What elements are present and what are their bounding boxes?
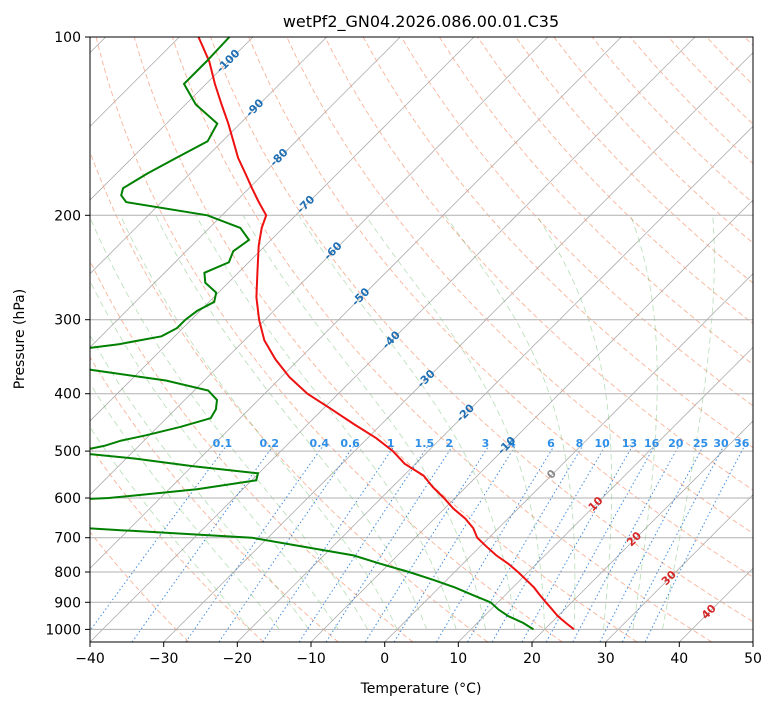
mixing-ratio-line [521,445,633,642]
x-tick-label: 10 [449,651,467,667]
temperature-profile-line [197,37,575,631]
x-axis: −40 −30 −20 −10 0 10 20 30 40 50 [75,642,762,667]
dry-adiabat-line [248,37,753,578]
dry-adiabat-line [90,356,339,642]
mixing-ratio-label: 25 [693,437,708,450]
background-labels: 0.1 0.2 0.4 0.6 1 1.5 2 3 4 6 8 10 13 16 20 25 30 36-100-… [213,47,750,622]
isotherm-line [384,273,753,642]
isobar-grid [90,37,753,630]
dry-adiabat-line [439,37,753,365]
moist-adiabat-line [242,215,486,630]
y-axis: 100 200 300 400 500 600 700 800 900 1000 [45,30,90,638]
isotherm-line [679,567,753,642]
mixing-ratio-line [644,445,746,642]
mixing-ratio-line [621,445,725,642]
dry-adiabat-line [324,37,753,491]
moist-adiabat-line [90,280,339,630]
isotherm-line [90,37,548,496]
mixing-ratio-label: 3 [482,437,490,450]
mixing-ratio-line [435,445,555,642]
mixing-ratio-label: 0.1 [213,437,233,450]
dry-adiabat-line [400,37,753,407]
mixing-ratio-line [262,445,395,642]
mixing-ratio-label: 36 [734,437,750,450]
y-tick-label: 100 [54,30,81,46]
dry-adiabat-line [515,37,753,284]
dewpoint-profile-line [90,37,535,631]
mixing-ratio-label: 2 [445,437,453,450]
dry-adiabat-line [210,37,753,623]
y-tick-label: 800 [54,565,81,581]
isotherm-line [163,52,753,642]
mixing-ratio-line [218,445,355,642]
background-lines [90,37,753,642]
isotherm-line [310,199,753,642]
dry-adiabat-line [90,445,264,642]
mixing-ratio-label: 6 [547,437,555,450]
mixing-ratio-label: 30 [713,437,729,450]
mixing-ratio-label: 13 [622,437,637,450]
y-tick-label: 1000 [45,622,81,638]
x-tick-label: 30 [597,651,615,667]
mixing-ratio-label: 0.4 [310,437,330,450]
mixing-ratio-line [545,445,656,642]
chart-title: wetPf2_GN04.2026.086.00.01.C35 [283,12,559,32]
isotherm-line [90,37,401,348]
isotherm-line [90,37,622,569]
y-tick-label: 200 [54,208,81,224]
x-tick-label: −10 [296,651,326,667]
mixing-ratio-line [131,445,274,642]
isotherm-line [458,346,753,642]
dry-adiabat-line [90,259,414,642]
mixing-ratio-line [467,445,584,642]
x-tick-label: −40 [75,651,105,667]
dry-adiabat-line [133,37,638,642]
mixing-ratio-line [393,445,516,642]
mixing-ratio-label: 0.6 [340,437,360,450]
mixing-ratio-line [185,445,324,642]
mixing-ratio-line [364,445,490,642]
profiles [90,37,575,631]
mixing-ratio-label: 1.5 [415,437,435,450]
dry-adiabat-line [95,37,563,642]
y-tick-label: 300 [54,313,81,329]
y-tick-label: 700 [54,531,81,547]
isotherm-line [237,125,753,642]
mixing-ratio-label: 8 [576,437,584,450]
mixing-ratio-line [298,445,429,642]
isotherm-line [90,37,475,422]
moist-adiabat-line [120,215,398,630]
y-tick-label: 400 [54,387,81,403]
y-tick-label: 500 [54,444,81,460]
x-tick-label: 0 [380,651,389,667]
mixing-ratio-label: 10 [594,437,610,450]
x-axis-label: Temperature (°C) [360,681,482,697]
y-axis-label: Pressure (hPa) [12,289,28,389]
dry-adiabat-line [90,150,488,642]
mixing-ratio-label: 16 [644,437,660,450]
x-tick-label: 40 [670,651,688,667]
mixing-ratio-label: 0.2 [260,437,280,450]
dry-adiabat-line [171,37,712,642]
y-tick-label: 600 [54,491,81,507]
x-tick-label: −20 [223,651,253,667]
plot-frame [89,36,754,643]
y-tick-label: 900 [54,595,81,611]
mixing-ratio-label: 20 [668,437,684,450]
mixing-ratio-label: 1 [387,437,395,450]
isotherm-line [531,420,753,642]
x-tick-label: −30 [149,651,179,667]
plot-area: 0.1 0.2 0.4 0.6 1 1.5 2 3 4 6 8 10 13 16 20 25 30 36-100-… [90,37,753,642]
dry-adiabat-line [90,531,190,642]
x-tick-label: 20 [523,651,541,667]
mixing-ratio-line [325,445,454,642]
x-tick-label: 50 [744,651,762,667]
mixing-ratio-label: 4 [508,437,516,450]
